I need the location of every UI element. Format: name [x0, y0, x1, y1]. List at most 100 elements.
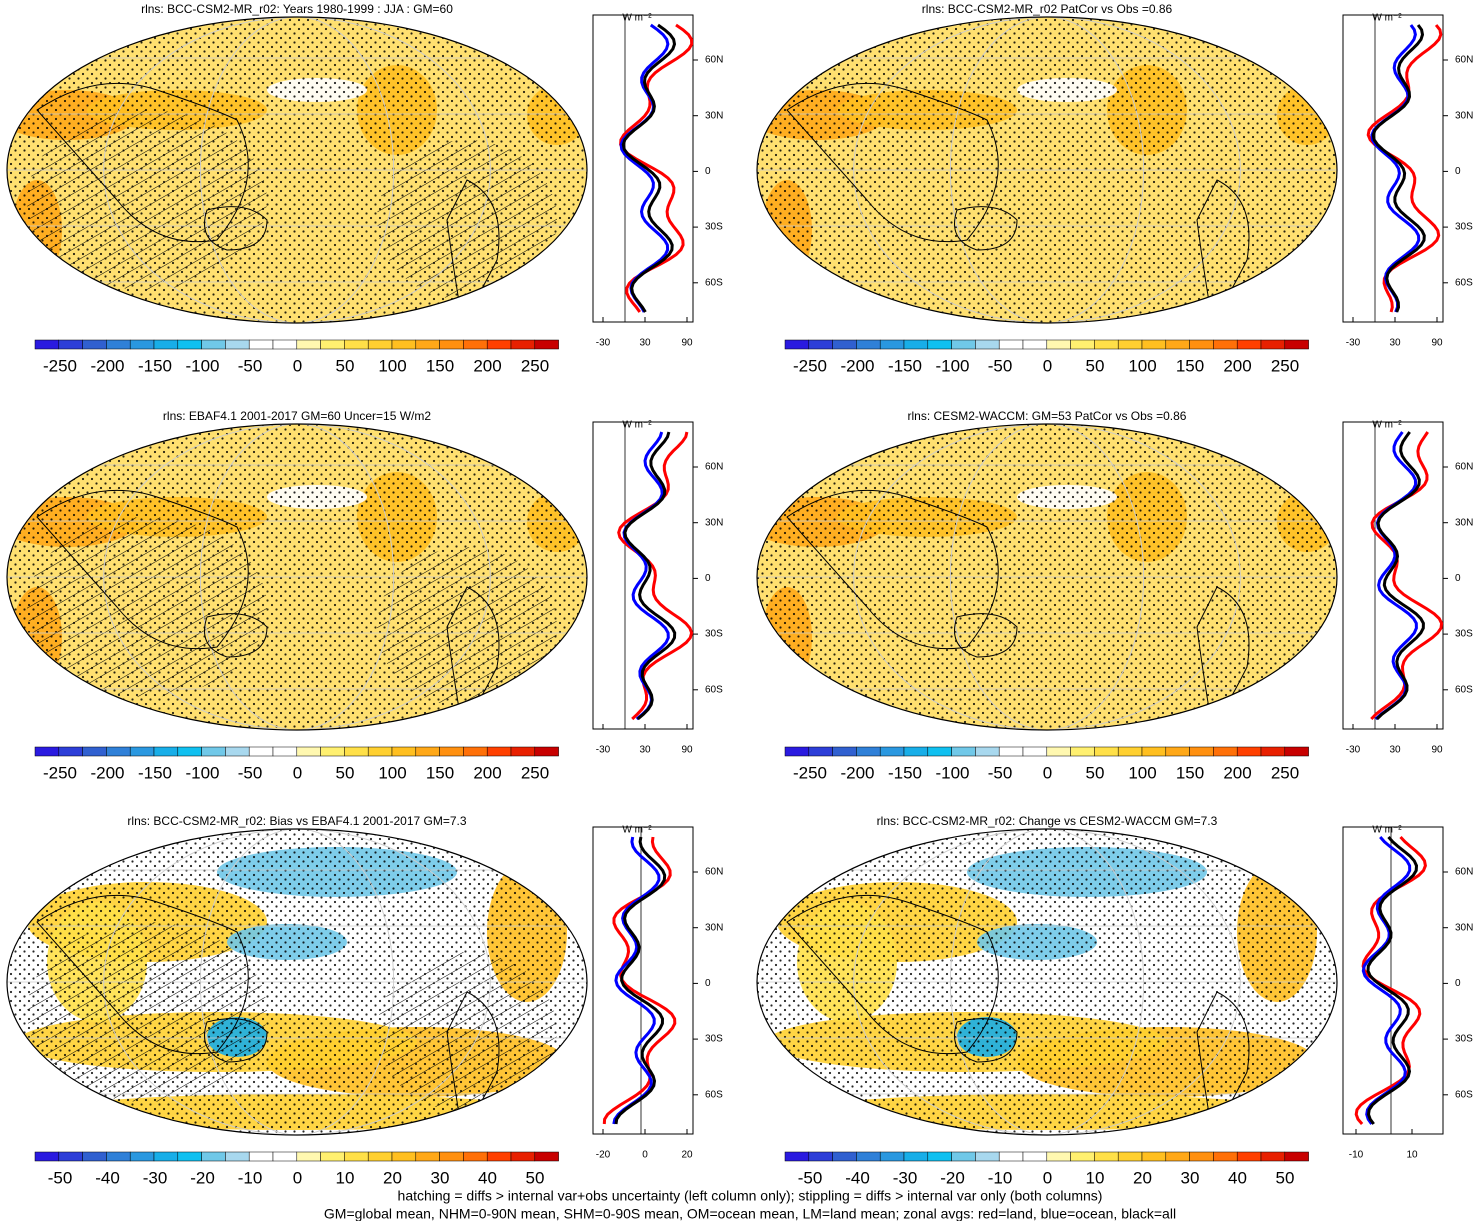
- colorbar-swatch: [534, 339, 559, 350]
- colorbar-label: -50: [48, 1168, 73, 1187]
- colorbar-swatch: [879, 339, 905, 350]
- colorbar-label: 250: [1271, 356, 1299, 375]
- map: [757, 424, 1337, 730]
- lat-label: 60S: [1455, 1089, 1473, 1100]
- colorbar-swatch: [177, 339, 202, 350]
- x-tick-label: -20: [596, 1150, 611, 1161]
- map-border: [6, 423, 588, 731]
- colorbar-label: 250: [521, 356, 549, 375]
- colorbar-label: 50: [1086, 356, 1105, 375]
- colorbar-swatch: [927, 746, 952, 757]
- colorbar-label: -50: [238, 356, 263, 375]
- colorbar-swatch: [367, 339, 393, 350]
- colorbar-label: -150: [888, 356, 922, 375]
- colorbar-swatch: [296, 746, 321, 757]
- panel-title: rlns: BCC-CSM2-MR_r02: Change vs CESM2-W…: [877, 814, 1218, 828]
- map-border: [756, 828, 1338, 1136]
- colorbar-label: 200: [1223, 763, 1251, 782]
- colorbar-label: -100: [935, 356, 969, 375]
- lat-label: 60N: [705, 462, 723, 473]
- footnote: GM=global mean, NHM=0-90N mean, SHM=0-90…: [324, 1206, 1176, 1221]
- colorbar-swatch: [1094, 746, 1119, 757]
- colorbar-swatch: [486, 339, 512, 350]
- x-tick-label: -30: [1346, 745, 1361, 756]
- colorbar-swatch: [1094, 1151, 1119, 1162]
- lat-label: 60S: [705, 277, 723, 288]
- colorbar-swatch: [1260, 746, 1286, 757]
- colorbar-swatch: [367, 746, 393, 757]
- x-tick-label: 30: [1389, 745, 1401, 756]
- lat-label: 0: [705, 166, 711, 177]
- panel-title: rlns: CESM2-WACCM: GM=53 PatCor vs Obs =…: [908, 409, 1187, 423]
- colorbar-swatch: [296, 1151, 321, 1162]
- colorbar-swatch: [927, 339, 952, 350]
- colorbar-label: 30: [431, 1168, 450, 1187]
- colorbar-label: 200: [473, 763, 501, 782]
- profile-curve: [622, 431, 670, 721]
- hatching: [377, 140, 557, 300]
- profile-curve: [617, 431, 694, 721]
- colorbar-label: 40: [1228, 1168, 1247, 1187]
- colorbar-swatch: [177, 746, 202, 757]
- colorbar-label: -200: [840, 763, 874, 782]
- colorbar-swatch: [1022, 339, 1048, 350]
- map: [7, 17, 587, 323]
- colorbar-label: -40: [845, 1168, 870, 1187]
- profile-frame: [592, 14, 694, 323]
- colorbar-label: 250: [521, 763, 549, 782]
- colorbar-swatch: [34, 339, 60, 350]
- colorbar-label: 0: [293, 1168, 302, 1187]
- lat-label: 30S: [1455, 222, 1473, 233]
- colorbar-swatch: [998, 746, 1024, 757]
- colorbar-label: -250: [793, 763, 827, 782]
- lat-label: 30N: [1455, 110, 1473, 121]
- colorbar-swatch: [463, 339, 488, 350]
- colorbar-label: -50: [798, 1168, 823, 1187]
- colorbar-label: 100: [378, 356, 406, 375]
- colorbar-swatch: [951, 1151, 976, 1162]
- colorbar-swatch: [320, 746, 345, 757]
- lat-label: 30S: [705, 222, 723, 233]
- x-tick-label: 20: [681, 1150, 693, 1161]
- colorbar-swatch: [153, 339, 179, 350]
- colorbar-swatch: [1213, 339, 1238, 350]
- colorbar-swatch: [832, 1151, 857, 1162]
- colorbar-swatch: [975, 339, 1000, 350]
- colorbar-swatch: [225, 746, 250, 757]
- hatching: [377, 952, 557, 1112]
- x-tick-label: 90: [1431, 745, 1443, 756]
- colorbar-label: -20: [940, 1168, 965, 1187]
- colorbar-swatch: [296, 339, 321, 350]
- colorbar-swatch: [463, 1151, 488, 1162]
- colorbar-swatch: [856, 746, 881, 757]
- x-tick-label: 30: [639, 338, 651, 349]
- profile-curve: [612, 836, 661, 1125]
- profile-frame: [1342, 14, 1444, 323]
- colorbar-swatch: [1165, 1151, 1190, 1162]
- panel-title: rlns: EBAF4.1 2001-2017 GM=60 Uncer=15 W…: [163, 409, 431, 423]
- colorbar-swatch: [272, 746, 298, 757]
- colorbar-swatch: [927, 1151, 952, 1162]
- colorbar-label: 50: [336, 763, 355, 782]
- profile-curve: [614, 836, 667, 1125]
- profile-curve: [1374, 431, 1418, 721]
- colorbar-swatch: [225, 339, 250, 350]
- x-tick-label: -30: [596, 338, 611, 349]
- colorbar-swatch: [415, 746, 440, 757]
- colorbar-swatch: [106, 746, 131, 757]
- x-tick-label: -10: [1349, 1150, 1364, 1161]
- colorbar-swatch: [832, 339, 857, 350]
- x-tick-label: 90: [681, 338, 693, 349]
- colorbar-swatch: [439, 746, 464, 757]
- lat-label: 30N: [705, 110, 723, 121]
- colorbar-swatch: [534, 746, 559, 757]
- colorbar-label: 0: [1043, 356, 1052, 375]
- profile-curve: [1371, 24, 1426, 313]
- colorbar-label: 200: [1223, 356, 1251, 375]
- colorbar-label: -50: [238, 763, 263, 782]
- colorbar-swatch: [225, 1151, 250, 1162]
- colorbar-swatch: [34, 746, 60, 757]
- colorbar-label: -10: [238, 1168, 263, 1187]
- colorbar-swatch: [903, 339, 929, 350]
